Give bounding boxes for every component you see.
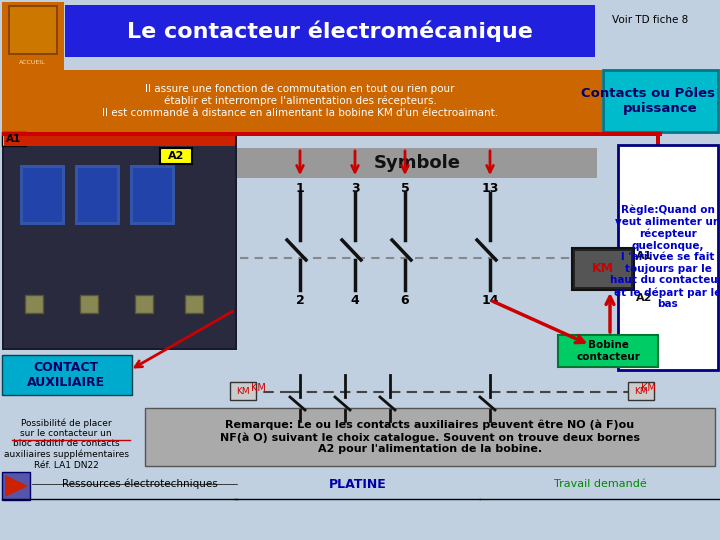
Bar (20, 165, 65, 225)
Bar (2, 70, 602, 132)
Text: 13: 13 (481, 181, 499, 194)
Text: Travail demandé: Travail demandé (554, 479, 647, 489)
Text: 3: 3 (351, 181, 359, 194)
Bar (558, 335, 658, 367)
Text: KM: KM (251, 383, 266, 393)
Text: KM: KM (641, 383, 655, 393)
Bar (65, 5, 595, 57)
Bar (618, 145, 718, 370)
Text: 4: 4 (351, 294, 359, 307)
Text: Possibilité de placer
sur le contacteur un
bloc additif de contacts
auxiliaires : Possibilité de placer sur le contacteur … (4, 418, 128, 470)
Bar (628, 382, 654, 400)
Bar (80, 295, 98, 313)
Bar (25, 295, 43, 313)
Text: Voir TD fiche 8: Voir TD fiche 8 (612, 15, 688, 25)
Text: 6: 6 (401, 294, 409, 307)
Bar (480, 470, 720, 502)
Text: CONTACT
AUXILIAIRE: CONTACT AUXILIAIRE (27, 361, 105, 389)
Polygon shape (5, 475, 28, 497)
Bar (2, 132, 26, 146)
Bar (160, 148, 192, 164)
Bar (8, 5, 58, 55)
Bar (575, 251, 631, 287)
Bar (0, 470, 235, 502)
Text: Contacts ou Pôles de
puissance: Contacts ou Pôles de puissance (582, 87, 720, 115)
Bar (75, 165, 120, 225)
Text: 5: 5 (400, 181, 410, 194)
Text: KM: KM (236, 387, 250, 395)
Text: 2: 2 (296, 294, 305, 307)
Bar (135, 295, 153, 313)
Text: A1: A1 (6, 134, 22, 144)
Text: Symbole: Symbole (374, 154, 461, 172)
Text: A2: A2 (168, 151, 184, 161)
Bar (656, 132, 660, 152)
Text: Bobine
contacteur: Bobine contacteur (576, 340, 640, 362)
Bar (130, 165, 175, 225)
Bar (2, 2, 64, 70)
Bar (2, 472, 30, 500)
Bar (78, 168, 117, 222)
Text: ACCUEIL: ACCUEIL (19, 59, 45, 64)
Text: 14: 14 (481, 294, 499, 307)
Bar (2, 132, 662, 136)
Text: Il assure une fonction de commutation en tout ou rien pour
établir et interrompr: Il assure une fonction de commutation en… (102, 84, 498, 118)
Bar (185, 295, 203, 313)
Text: A2: A2 (636, 293, 652, 303)
Text: Ressources électrotechniques: Ressources électrotechniques (62, 479, 218, 489)
Bar (230, 382, 256, 400)
Text: KM: KM (592, 262, 614, 275)
Text: Remarque: Le ou les contacts auxiliaires peuvent être NO (à F)ou
NF(à O) suivant: Remarque: Le ou les contacts auxiliaires… (220, 420, 640, 454)
Bar (4, 134, 235, 146)
Bar (145, 408, 715, 466)
Bar (4, 134, 235, 348)
Text: KM: KM (634, 387, 648, 395)
Bar (237, 148, 597, 178)
Text: Règle:Quand on
veut alimenter un
récepteur
quelconque,
l 'arrivée se fait
toujou: Règle:Quand on veut alimenter un récepte… (611, 205, 720, 309)
Bar (572, 248, 634, 290)
Text: 1: 1 (296, 181, 305, 194)
Bar (2, 355, 132, 395)
Bar (603, 70, 718, 132)
Bar (133, 168, 172, 222)
Bar (23, 168, 62, 222)
Bar (2, 132, 237, 350)
Text: Le contacteur électromécanique: Le contacteur électromécanique (127, 20, 533, 42)
Text: PLATINE: PLATINE (329, 477, 387, 490)
Bar (10, 7, 56, 53)
Text: A1: A1 (636, 251, 652, 261)
Bar (235, 470, 480, 502)
